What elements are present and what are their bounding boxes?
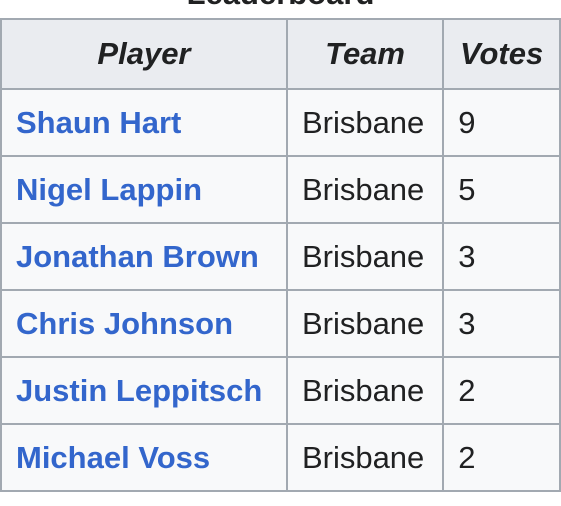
team-cell: Brisbane [285, 88, 445, 157]
votes-cell: 5 [442, 155, 561, 224]
player-link[interactable]: Chris Johnson [16, 305, 234, 341]
team-cell: Brisbane [285, 356, 445, 425]
header-row: Player Team Votes [0, 18, 561, 90]
table-caption: Leaderboard [0, 0, 561, 9]
player-link[interactable]: Shaun Hart [16, 104, 182, 140]
team-cell: Brisbane [285, 423, 445, 492]
votes-cell: 3 [442, 222, 561, 291]
player-cell: Jonathan Brown [0, 222, 288, 291]
column-header-player: Player [0, 18, 288, 90]
table-row: Justin Leppitsch Brisbane 2 [0, 356, 561, 425]
player-link[interactable]: Justin Leppitsch [16, 372, 263, 408]
votes-cell: 9 [442, 88, 561, 157]
table-row: Shaun Hart Brisbane 9 [0, 88, 561, 157]
team-cell: Brisbane [285, 155, 445, 224]
table-row: Michael Voss Brisbane 2 [0, 423, 561, 492]
votes-cell: 2 [442, 423, 561, 492]
player-link[interactable]: Nigel Lappin [16, 171, 202, 207]
player-cell: Chris Johnson [0, 289, 288, 358]
table-row: Jonathan Brown Brisbane 3 [0, 222, 561, 291]
table-row: Chris Johnson Brisbane 3 [0, 289, 561, 358]
team-cell: Brisbane [285, 289, 445, 358]
player-cell: Justin Leppitsch [0, 356, 288, 425]
column-header-votes: Votes [442, 18, 561, 90]
team-cell: Brisbane [285, 222, 445, 291]
votes-cell: 3 [442, 289, 561, 358]
player-cell: Shaun Hart [0, 88, 288, 157]
player-link[interactable]: Michael Voss [16, 439, 211, 475]
player-link[interactable]: Jonathan Brown [16, 238, 259, 274]
table-row: Nigel Lappin Brisbane 5 [0, 155, 561, 224]
player-cell: Michael Voss [0, 423, 288, 492]
votes-cell: 2 [442, 356, 561, 425]
player-cell: Nigel Lappin [0, 155, 288, 224]
leaderboard-table: Player Team Votes Shaun Hart Brisbane 9 … [0, 18, 561, 492]
column-header-team: Team [285, 18, 445, 90]
